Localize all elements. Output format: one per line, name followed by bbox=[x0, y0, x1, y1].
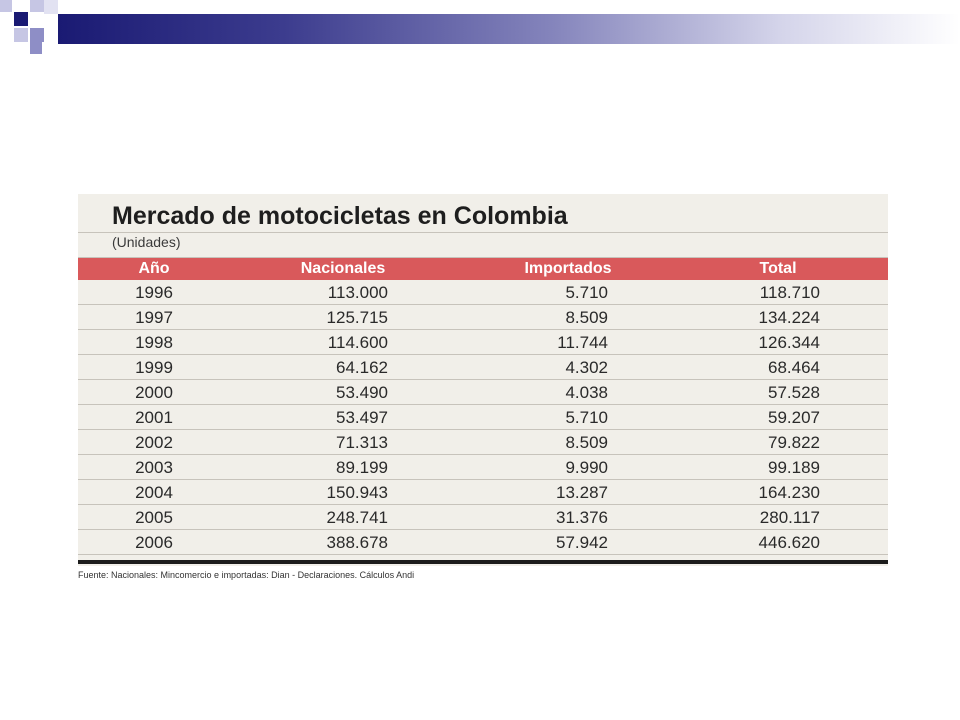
table-row: 1998 114.600 11.744 126.344 bbox=[78, 330, 888, 355]
slide-decoration-square bbox=[30, 0, 44, 12]
cell-nacionales: 64.162 bbox=[336, 358, 388, 377]
cell-importados: 57.942 bbox=[556, 533, 608, 552]
table-row: 2006 388.678 57.942 446.620 bbox=[78, 530, 888, 555]
source-note: Fuente: Nacionales: Mincomercio e import… bbox=[78, 570, 415, 580]
cell-year: 1998 bbox=[135, 333, 173, 352]
table-row: 2001 53.497 5.710 59.207 bbox=[78, 405, 888, 430]
header-total: Total bbox=[759, 260, 797, 277]
slide-decoration-square bbox=[30, 42, 42, 54]
table-body: 1996 113.000 5.710 118.710 1997 125.715 8.509 1… bbox=[78, 280, 888, 555]
cell-total: 280.117 bbox=[759, 508, 820, 527]
cell-total: 134.224 bbox=[758, 308, 820, 327]
cell-total: 446.620 bbox=[758, 533, 820, 552]
cell-nacionales: 53.490 bbox=[336, 383, 388, 402]
slide-decoration-square bbox=[14, 12, 28, 26]
cell-total: 126.344 bbox=[758, 333, 820, 352]
cell-importados: 4.302 bbox=[565, 358, 608, 377]
cell-total: 59.207 bbox=[768, 408, 820, 427]
slide-decoration-square bbox=[30, 28, 44, 42]
cell-nacionales: 71.313 bbox=[336, 433, 388, 452]
cell-total: 57.528 bbox=[768, 383, 820, 402]
header-importados: Importados bbox=[524, 260, 612, 277]
slide-header-gradient-bar bbox=[58, 14, 960, 44]
cell-nacionales: 125.715 bbox=[326, 308, 388, 327]
data-table-panel: Mercado de motocicletas en Colombia (Uni… bbox=[78, 194, 888, 566]
cell-year: 2005 bbox=[135, 508, 173, 527]
cell-importados: 5.710 bbox=[565, 408, 608, 427]
cell-importados: 8.509 bbox=[565, 308, 608, 327]
cell-nacionales: 114.600 bbox=[327, 333, 388, 352]
cell-total: 68.464 bbox=[768, 358, 820, 377]
table-row: 2002 71.313 8.509 79.822 bbox=[78, 430, 888, 455]
cell-nacionales: 53.497 bbox=[336, 408, 388, 427]
cell-year: 2000 bbox=[135, 383, 173, 402]
cell-nacionales: 150.943 bbox=[326, 483, 388, 502]
cell-year: 2003 bbox=[135, 458, 173, 477]
table-bottom-border bbox=[78, 560, 888, 564]
cell-importados: 31.376 bbox=[556, 508, 608, 527]
cell-total: 99.189 bbox=[768, 458, 820, 477]
table-row: 2005 248.741 31.376 280.117 bbox=[78, 505, 888, 530]
cell-total: 118.710 bbox=[759, 283, 820, 302]
cell-year: 2004 bbox=[135, 483, 173, 502]
table-title: Mercado de motocicletas en Colombia bbox=[112, 202, 568, 230]
cell-nacionales: 248.741 bbox=[326, 508, 388, 527]
slide-decoration-square bbox=[0, 0, 12, 12]
cell-year: 2001 bbox=[135, 408, 173, 427]
cell-year: 2006 bbox=[135, 533, 173, 552]
divider bbox=[78, 232, 888, 233]
cell-total: 79.822 bbox=[768, 433, 820, 452]
header-nacionales: Nacionales bbox=[300, 260, 386, 277]
slide-decoration-square bbox=[44, 0, 58, 14]
divider bbox=[78, 257, 888, 258]
table-row: 2000 53.490 4.038 57.528 bbox=[78, 380, 888, 405]
cell-importados: 5.710 bbox=[565, 283, 608, 302]
slide-decoration-square bbox=[14, 28, 28, 42]
table-header-row: Año Nacionales Importados Total bbox=[78, 258, 888, 280]
cell-importados: 9.990 bbox=[565, 458, 608, 477]
cell-year: 1997 bbox=[135, 308, 173, 327]
cell-total: 164.230 bbox=[758, 483, 820, 502]
table-row: 1997 125.715 8.509 134.224 bbox=[78, 305, 888, 330]
cell-importados: 8.509 bbox=[565, 433, 608, 452]
table-row: 2004 150.943 13.287 164.230 bbox=[78, 480, 888, 505]
cell-importados: 13.287 bbox=[556, 483, 608, 502]
cell-year: 2002 bbox=[135, 433, 173, 452]
cell-importados: 11.744 bbox=[557, 333, 608, 352]
table-subtitle: (Unidades) bbox=[112, 234, 181, 250]
cell-nacionales: 89.199 bbox=[336, 458, 388, 477]
cell-year: 1996 bbox=[135, 283, 173, 302]
cell-year: 1999 bbox=[135, 358, 173, 377]
cell-importados: 4.038 bbox=[565, 383, 608, 402]
table-row: 1996 113.000 5.710 118.710 bbox=[78, 280, 888, 305]
table-row: 2003 89.199 9.990 99.189 bbox=[78, 455, 888, 480]
cell-nacionales: 388.678 bbox=[326, 533, 388, 552]
cell-nacionales: 113.000 bbox=[327, 283, 388, 302]
table-row: 1999 64.162 4.302 68.464 bbox=[78, 355, 888, 380]
header-year: Año bbox=[138, 260, 170, 277]
